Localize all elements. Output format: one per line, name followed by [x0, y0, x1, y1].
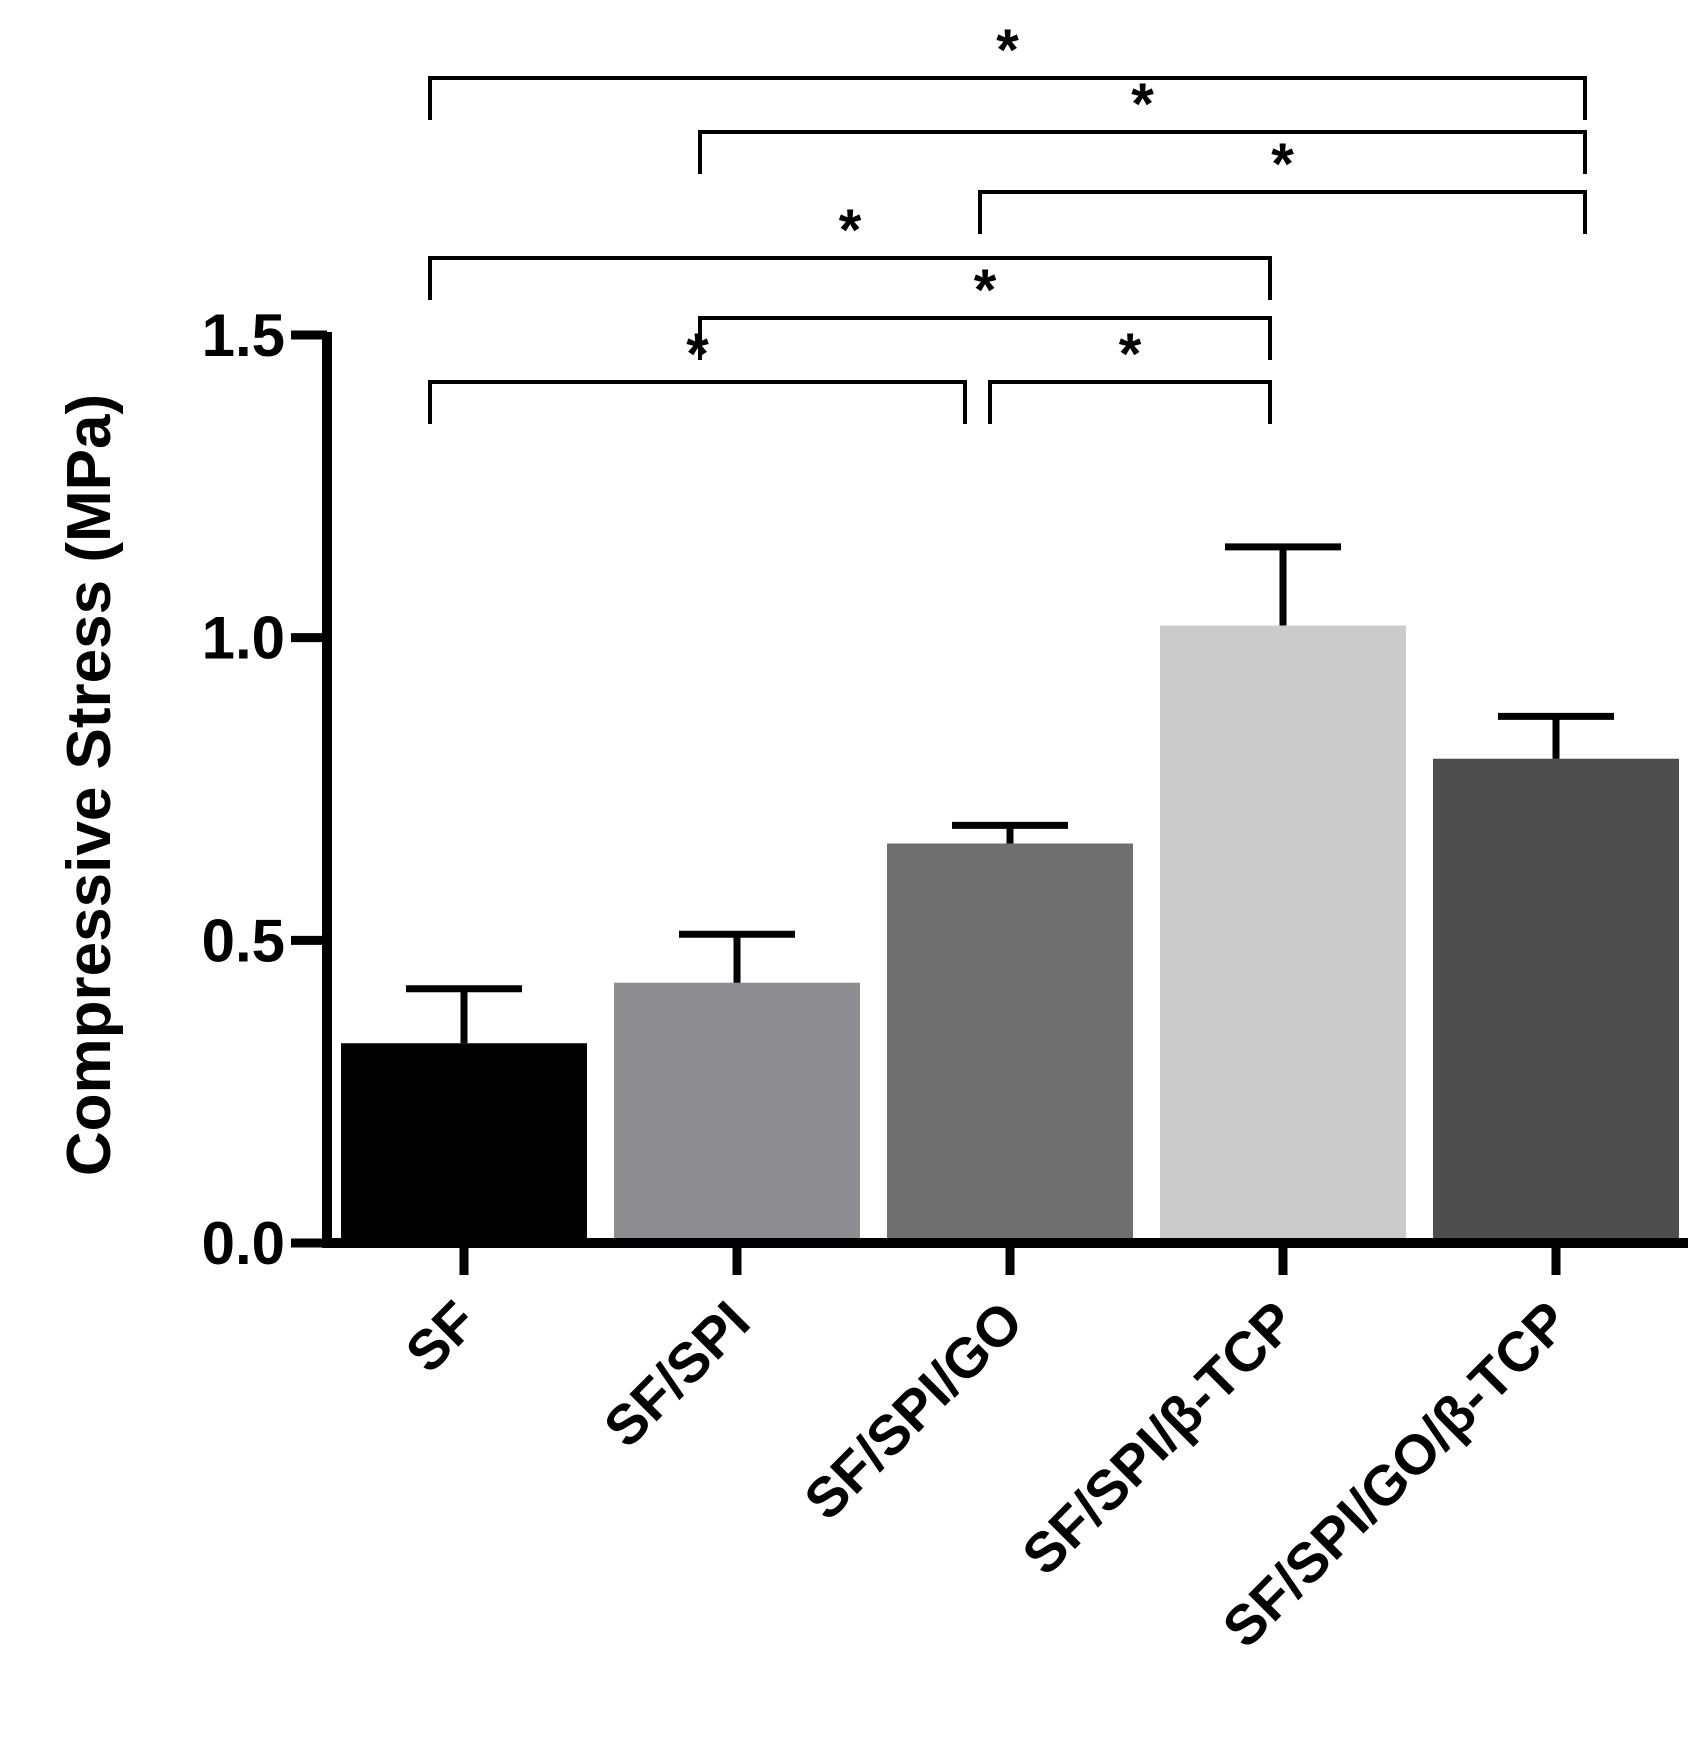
- significance-star-6: *: [996, 18, 1019, 83]
- y-tick-label-0: 0.0: [202, 1210, 285, 1277]
- significance-star-4: *: [1271, 132, 1294, 197]
- bar-3: [1160, 625, 1406, 1243]
- axes-layer: [322, 332, 1688, 1248]
- bars-layer: [341, 625, 1679, 1243]
- y-tick-label-1: 0.5: [202, 907, 285, 974]
- significance-bracket-5: [698, 130, 1587, 174]
- significance-bracket-2: [698, 316, 1272, 360]
- significance-bracket-6: [428, 76, 1587, 120]
- x-tick-label-3: SF/SPI/β-TCP: [1010, 1289, 1308, 1587]
- significance-star-3: *: [839, 198, 862, 263]
- significance-bracket-4: [978, 190, 1587, 234]
- bar-2: [887, 843, 1133, 1243]
- significance-bracket-0: [428, 380, 967, 424]
- bar-0: [341, 1043, 587, 1243]
- y-tick-label-2: 1.0: [202, 605, 285, 672]
- significance-brackets: * * * * * * *: [428, 18, 1587, 424]
- x-tick-label-0: SF: [393, 1289, 488, 1384]
- y-tick-label-3: 1.5: [202, 302, 285, 369]
- significance-star-5: *: [1131, 72, 1154, 137]
- significance-bracket-1: [988, 380, 1272, 424]
- y-axis-title: Compressive Stress (MPa): [55, 394, 124, 1176]
- significance-star-0: *: [686, 322, 709, 387]
- bar-1: [614, 982, 860, 1243]
- significance-bracket-3: [428, 256, 1272, 300]
- significance-star-2: *: [974, 258, 997, 323]
- bar-4: [1433, 758, 1679, 1243]
- x-tick-label-1: SF/SPI: [592, 1289, 762, 1459]
- significance-star-1: *: [1119, 322, 1142, 387]
- x-tick-label-2: SF/SPI/GO: [792, 1289, 1035, 1532]
- error-bars-layer: [406, 543, 1614, 1044]
